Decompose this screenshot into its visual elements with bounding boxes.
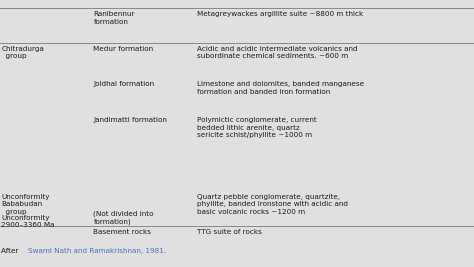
Text: (Not divided into
formation): (Not divided into formation) — [93, 211, 154, 225]
Text: Limestone and dolomites, banded manganese
formation and banded iron formation: Limestone and dolomites, banded manganes… — [197, 81, 364, 95]
Text: Quartz pebble conglomerate, quartzite,
phyllite, banded ironstone with acidic an: Quartz pebble conglomerate, quartzite, p… — [197, 194, 348, 215]
Text: Basement rocks: Basement rocks — [93, 229, 151, 235]
Text: Jandimatti formation: Jandimatti formation — [93, 117, 167, 123]
Text: Joldhal formation: Joldhal formation — [93, 81, 155, 88]
Text: Swami Nath and Ramakrishnan, 1981.: Swami Nath and Ramakrishnan, 1981. — [28, 248, 166, 254]
Text: Ranibennur
formation: Ranibennur formation — [93, 11, 135, 25]
Text: Medur formation: Medur formation — [93, 46, 154, 52]
Text: TTG suite of rocks: TTG suite of rocks — [197, 229, 262, 235]
Text: Unconformity
Bababudan
  group: Unconformity Bababudan group — [1, 194, 50, 215]
Text: Acidic and acidic intermediate volcanics and
subordinate chemical sediments. ~60: Acidic and acidic intermediate volcanics… — [197, 46, 357, 60]
Text: After: After — [1, 248, 21, 254]
Text: Unconformity
2900–3360 Ma: Unconformity 2900–3360 Ma — [1, 215, 55, 229]
Text: Polymictic conglomerate, current
bedded lithic arenite, quartz
sericite schist/p: Polymictic conglomerate, current bedded … — [197, 117, 317, 138]
Text: Chitradurga
  group: Chitradurga group — [1, 46, 44, 60]
Text: Metagreywackes argillite suite ~8800 m thick: Metagreywackes argillite suite ~8800 m t… — [197, 11, 363, 17]
